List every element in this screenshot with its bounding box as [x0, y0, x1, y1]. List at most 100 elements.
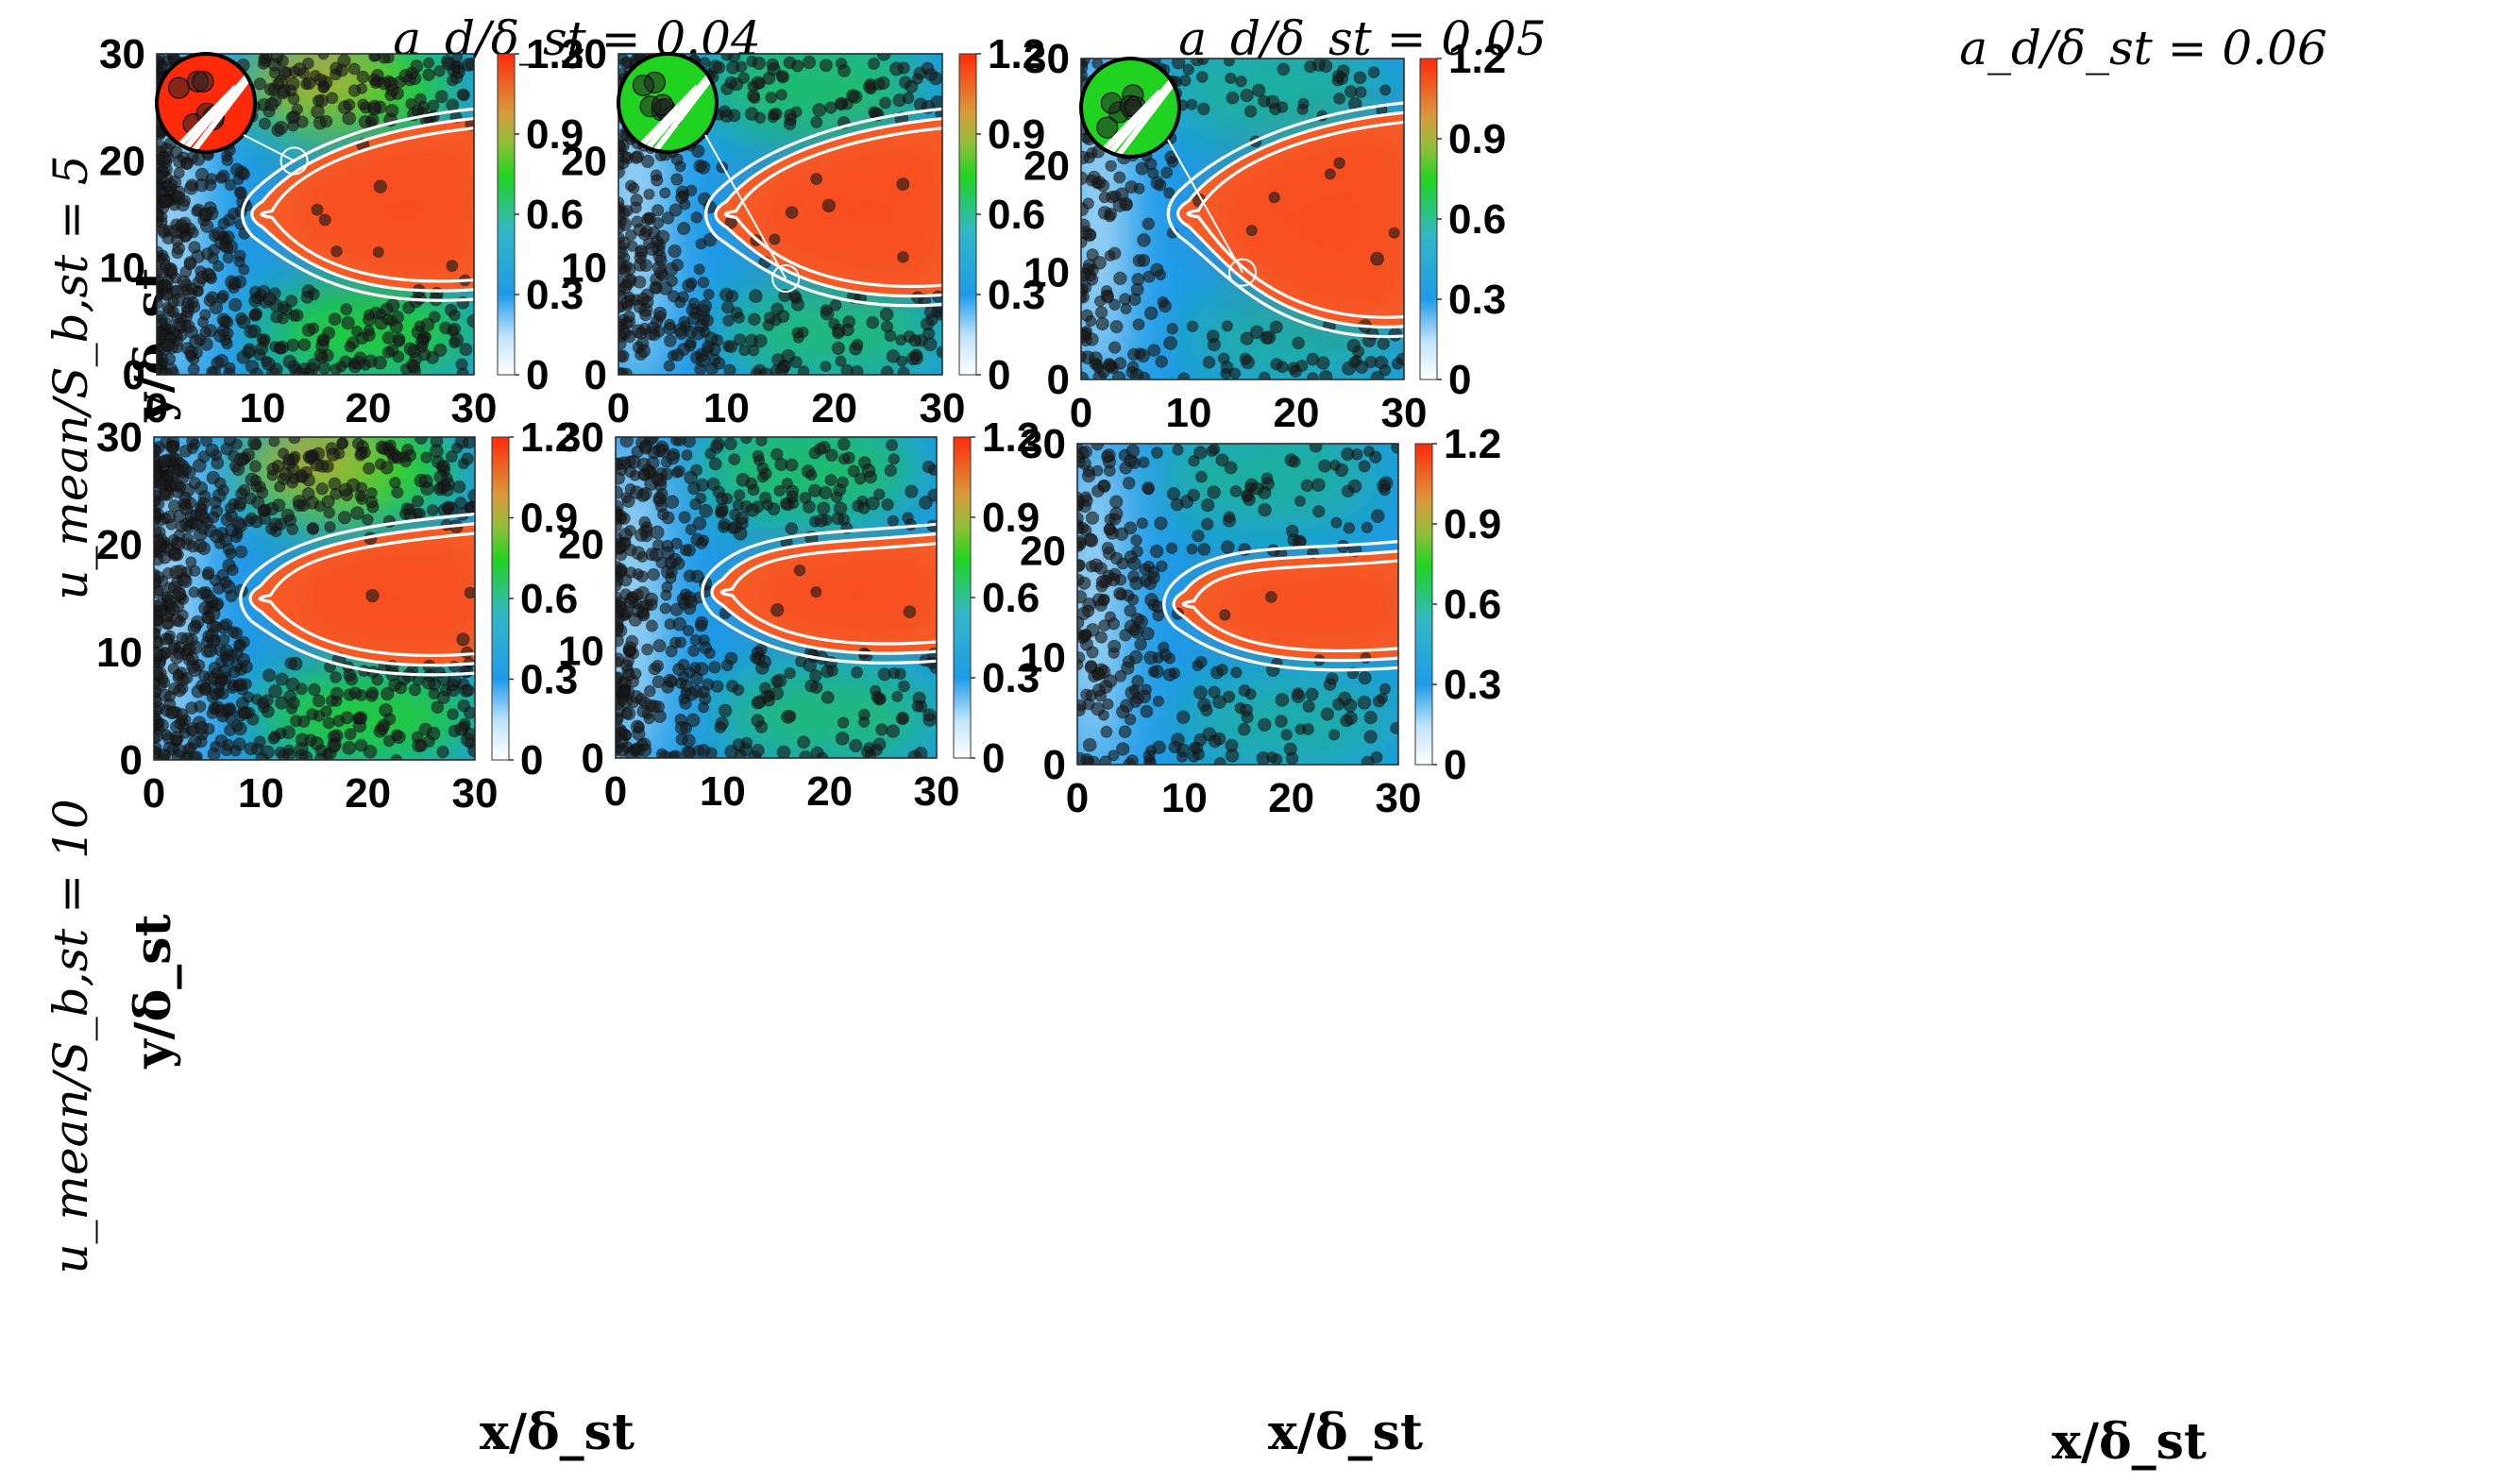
- particle: [629, 150, 643, 164]
- x-tick-label: 30: [1376, 775, 1422, 821]
- particle: [337, 511, 352, 525]
- particle: [286, 523, 299, 535]
- contour-line-1: [1186, 120, 1404, 319]
- particle: [1330, 516, 1343, 529]
- particle: [616, 733, 629, 749]
- particle: [767, 502, 781, 516]
- flame-hot-core: [724, 547, 937, 641]
- particle: [1372, 695, 1386, 708]
- particle: [622, 641, 637, 656]
- particle: [189, 334, 203, 349]
- colorbar-tick-label: 0.6: [1448, 196, 1506, 243]
- particle: [794, 655, 807, 667]
- particle: [922, 708, 937, 722]
- particle: [664, 318, 676, 331]
- particle: [422, 68, 435, 81]
- particle: [1156, 560, 1168, 573]
- particle: [169, 649, 184, 665]
- particle: [344, 341, 356, 353]
- particle: [886, 439, 899, 452]
- x-tick-label: 20: [1274, 390, 1320, 436]
- particle: [189, 565, 201, 577]
- zoom-target-circle: [771, 264, 801, 293]
- particle: [1379, 84, 1392, 96]
- particle: [1099, 755, 1112, 765]
- particle: [1297, 97, 1310, 110]
- particle: [330, 244, 343, 258]
- particle: [720, 300, 735, 314]
- particle: [433, 469, 448, 484]
- column-title-3: a_d/δ_st = 0.06: [1959, 21, 2327, 76]
- particle: [718, 703, 733, 718]
- particle: [410, 59, 424, 74]
- particle: [1226, 91, 1240, 105]
- particle: [1240, 331, 1254, 345]
- particle: [624, 228, 637, 242]
- particle: [1124, 604, 1137, 617]
- particle: [651, 699, 666, 714]
- particle: [635, 605, 649, 618]
- particle: [1319, 369, 1333, 379]
- particle: [616, 633, 624, 648]
- particle: [336, 437, 348, 450]
- particle: [1309, 444, 1323, 453]
- particle: [1168, 740, 1182, 754]
- particle: [170, 536, 184, 550]
- particle: [1127, 556, 1142, 571]
- y-tick-label: 10: [558, 629, 604, 675]
- particle: [1292, 336, 1305, 350]
- particle: [618, 367, 627, 375]
- particle: [244, 742, 258, 756]
- particle: [268, 437, 280, 447]
- particle: [633, 223, 647, 237]
- contour-line-3: [1166, 101, 1404, 339]
- particle: [835, 731, 850, 746]
- particle: [617, 512, 631, 525]
- x-axis-label-col2: x/δ_st: [1268, 1404, 1423, 1461]
- particle: [275, 727, 287, 740]
- particle: [1318, 459, 1332, 473]
- contour-line-1: [719, 542, 937, 646]
- particle: [235, 697, 249, 711]
- x-tick-label: 30: [914, 768, 960, 815]
- particle: [318, 213, 331, 227]
- particle: [902, 92, 915, 105]
- particle: [661, 681, 675, 694]
- particle: [683, 624, 695, 637]
- particle: [295, 469, 309, 483]
- x-tick-label: 10: [1161, 775, 1208, 821]
- particle: [212, 260, 225, 273]
- particle: [674, 636, 687, 649]
- particle: [188, 300, 201, 313]
- colorbar-tick-label: 0.9: [1448, 116, 1506, 162]
- particle: [1187, 488, 1201, 502]
- particle: [1081, 468, 1096, 483]
- particle: [1193, 685, 1208, 700]
- particle: [211, 227, 226, 241]
- particle: [1160, 166, 1174, 179]
- particle: [355, 331, 369, 345]
- particle: [431, 455, 445, 469]
- particle: [297, 715, 311, 728]
- particle: [171, 749, 186, 760]
- particle: [776, 309, 790, 324]
- particle: [851, 338, 864, 351]
- particle: [199, 207, 213, 221]
- particle: [663, 334, 677, 347]
- particle: [224, 178, 237, 192]
- particle: [1223, 59, 1235, 67]
- particle: [720, 659, 734, 672]
- particle: [835, 96, 848, 110]
- particle: [857, 456, 871, 470]
- particle: [163, 690, 177, 703]
- particle: [196, 541, 211, 556]
- particle: [172, 586, 187, 601]
- particle: [1353, 71, 1367, 85]
- particle: [1391, 357, 1404, 370]
- particle: [765, 91, 778, 104]
- particle: [458, 665, 472, 679]
- particle: [759, 491, 772, 504]
- particle: [188, 241, 201, 254]
- x-tick-label: 0: [604, 768, 627, 815]
